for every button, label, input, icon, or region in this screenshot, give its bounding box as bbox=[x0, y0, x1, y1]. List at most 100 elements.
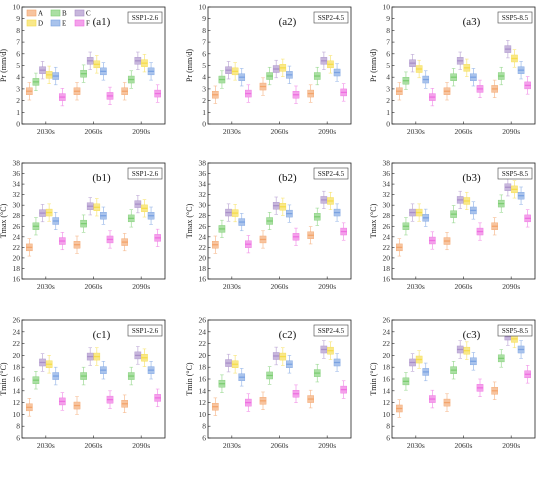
y-tick-label: 26 bbox=[13, 222, 21, 231]
box-2090s-E bbox=[147, 360, 155, 380]
box-2060s-B bbox=[450, 360, 457, 380]
y-axis-label: Pr (mm/d) bbox=[185, 49, 194, 82]
box-2060s-B bbox=[80, 366, 87, 386]
box-2060s-F bbox=[476, 222, 484, 241]
box-2030s-F bbox=[245, 84, 252, 103]
box-2090s-F bbox=[524, 365, 531, 384]
y-tick-label: 18 bbox=[13, 363, 21, 372]
x-tick-label: 2060s bbox=[455, 282, 473, 291]
box-2090s-D bbox=[511, 180, 518, 199]
y-tick-label: 14 bbox=[383, 386, 391, 395]
y-tick-label: 7 bbox=[202, 38, 206, 47]
box-2060s-D bbox=[279, 58, 287, 77]
legend-item-F: F bbox=[74, 20, 90, 28]
box-2060s-D bbox=[463, 341, 471, 360]
box-2090s-B bbox=[313, 207, 321, 226]
box-2090s-D bbox=[511, 49, 518, 68]
y-tick-label: 1 bbox=[16, 108, 20, 117]
y-tick-label: 32 bbox=[383, 190, 391, 199]
x-tick-label: 2060s bbox=[455, 127, 473, 136]
box-2030s-B bbox=[402, 372, 410, 391]
x-tick-label: 2030s bbox=[223, 441, 241, 450]
box-2060s-C bbox=[86, 197, 94, 216]
x-tick-label: 2060s bbox=[85, 127, 103, 136]
scenario-label: SSP5-8.5 bbox=[502, 170, 529, 178]
x-tick-label: 2030s bbox=[223, 282, 241, 291]
y-axis-label: Tmax (°C) bbox=[369, 203, 378, 238]
x-tick-label: 2030s bbox=[223, 127, 241, 136]
box-2090s-F bbox=[154, 388, 161, 408]
panel-label: (a3) bbox=[463, 16, 481, 28]
box-2060s-D bbox=[93, 347, 101, 366]
y-tick-label: 8 bbox=[16, 422, 20, 431]
y-tick-label: 12 bbox=[13, 398, 21, 407]
y-tick-label: 9 bbox=[386, 14, 390, 23]
box-2060s-B bbox=[450, 68, 457, 87]
y-tick-label: 10 bbox=[383, 3, 391, 12]
box-2060s-E bbox=[470, 201, 477, 220]
box-2090s-F bbox=[154, 228, 161, 247]
box-2090s-A bbox=[307, 226, 314, 245]
y-tick-label: 22 bbox=[199, 243, 207, 252]
y-tick-label: 24 bbox=[383, 327, 391, 336]
box-2030s-A bbox=[26, 398, 33, 417]
panel-label: (a2) bbox=[279, 16, 297, 28]
box-2030s-F bbox=[59, 392, 66, 411]
box-2090s-F bbox=[154, 84, 161, 103]
box-2030s-D bbox=[415, 350, 423, 369]
x-tick-label: 2060s bbox=[271, 441, 289, 450]
y-tick-label: 0 bbox=[202, 120, 206, 129]
y-tick-label: 22 bbox=[13, 339, 21, 348]
y-tick-label: 6 bbox=[386, 434, 390, 443]
box-2030s-C bbox=[39, 204, 46, 223]
box-2090s-E bbox=[517, 186, 525, 205]
y-tick-label: 28 bbox=[13, 211, 21, 220]
panel-label: (b3) bbox=[462, 172, 481, 184]
box-2090s-B bbox=[127, 70, 135, 89]
box-2030s-A bbox=[396, 82, 403, 101]
legend-item-C: C bbox=[74, 9, 91, 18]
y-tick-label: 24 bbox=[199, 327, 207, 336]
y-tick-label: 16 bbox=[199, 275, 207, 284]
y-tick-label: 1 bbox=[202, 108, 206, 117]
y-tick-label: 18 bbox=[383, 363, 391, 372]
y-tick-label: 2 bbox=[386, 96, 390, 105]
scenario-box bbox=[313, 324, 349, 337]
legend-item-D: D bbox=[26, 20, 43, 28]
box-2090s-E bbox=[333, 353, 341, 372]
scenario-box bbox=[497, 324, 533, 337]
legend-swatch bbox=[74, 9, 85, 17]
x-tick-label: 2090s bbox=[318, 282, 336, 291]
box-2060s-D bbox=[93, 198, 101, 217]
y-tick-label: 22 bbox=[383, 243, 391, 252]
box-2090s-D bbox=[141, 54, 148, 73]
y-tick-label: 16 bbox=[13, 375, 21, 384]
y-tick-label: 5 bbox=[386, 61, 390, 70]
y-tick-label: 6 bbox=[202, 434, 206, 443]
box-2030s-B bbox=[402, 71, 410, 90]
box-2090s-B bbox=[127, 366, 135, 386]
box-2030s-F bbox=[429, 88, 436, 107]
legend-label: D bbox=[38, 20, 43, 28]
box-2090s-A bbox=[491, 381, 498, 400]
box-2090s-F bbox=[340, 222, 347, 241]
y-axis-label: Tmax (°C) bbox=[185, 203, 194, 238]
y-tick-label: 36 bbox=[199, 169, 207, 178]
box-2030s-B bbox=[402, 217, 410, 236]
box-2030s-D bbox=[45, 355, 53, 374]
y-tick-label: 10 bbox=[199, 3, 207, 12]
panel-a2: 0 1 2 3 4 5 6 7 8 9 10 Pr (mm/d) 2030s 2060s 2090s (a2)… bbox=[185, 3, 352, 136]
box-2090s-A bbox=[121, 82, 128, 101]
panel-label: (a1) bbox=[93, 16, 111, 28]
x-tick-label: 2090s bbox=[502, 127, 520, 136]
box-2090s-D bbox=[327, 191, 334, 210]
box-2030s-A bbox=[212, 235, 219, 254]
y-tick-label: 16 bbox=[383, 275, 391, 284]
y-tick-label: 8 bbox=[202, 26, 206, 35]
box-2030s-E bbox=[52, 366, 60, 386]
y-tick-label: 20 bbox=[199, 253, 207, 262]
box-2060s-A bbox=[73, 396, 81, 415]
scenario-label: SSP2-4.5 bbox=[318, 170, 345, 178]
x-tick-label: 2090s bbox=[318, 441, 336, 450]
